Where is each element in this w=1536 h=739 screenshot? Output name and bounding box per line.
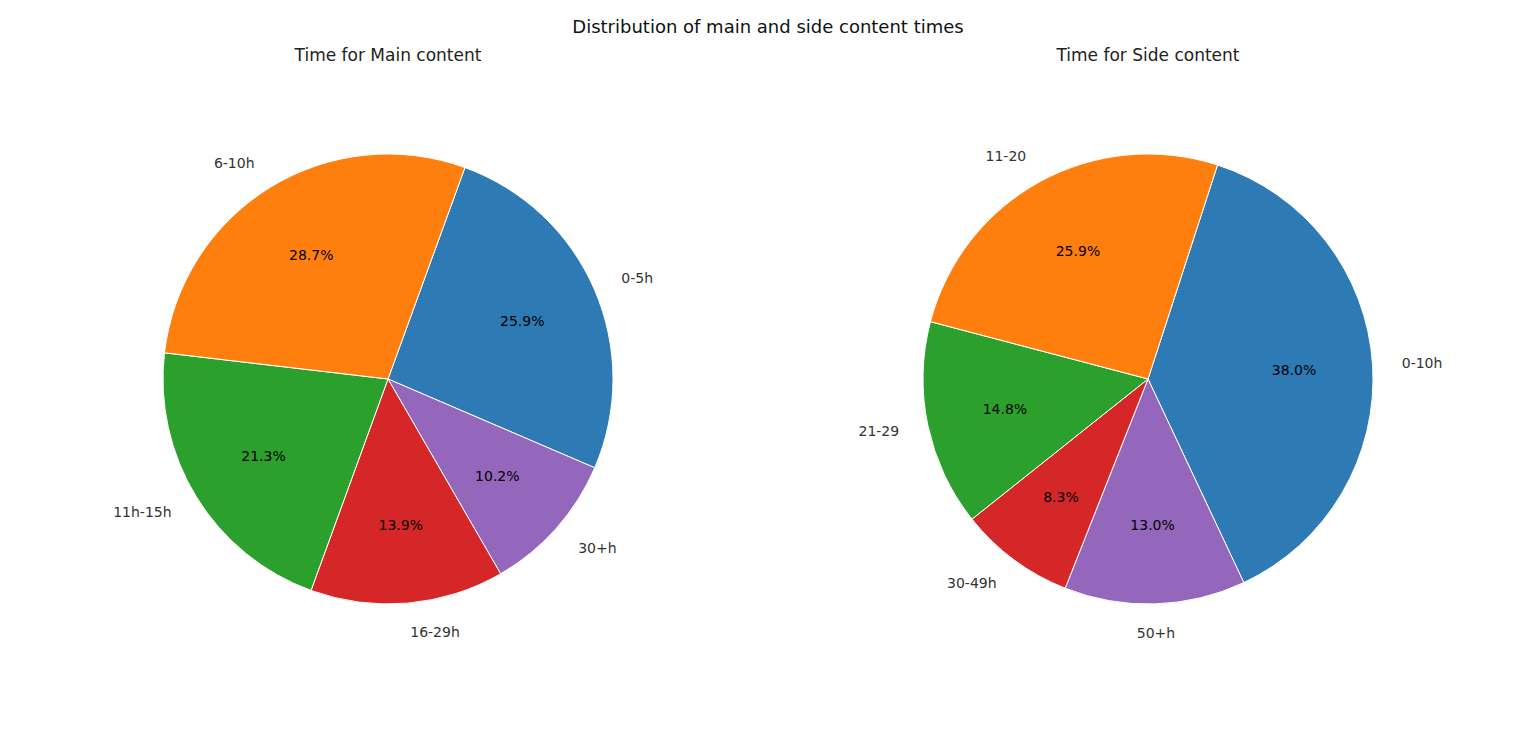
svg-text:16-29h: 16-29h xyxy=(410,624,460,640)
svg-text:13.9%: 13.9% xyxy=(379,517,423,533)
svg-text:10.2%: 10.2% xyxy=(475,468,519,484)
svg-text:30+h: 30+h xyxy=(578,540,616,556)
svg-text:38.0%: 38.0% xyxy=(1272,362,1316,378)
html-text:Distribution of main and side: Distribution of main and side content ti… xyxy=(572,16,964,37)
html-text:Time for Side content: Time for Side content xyxy=(1056,45,1240,65)
svg-text:30-49h: 30-49h xyxy=(947,575,997,591)
svg-text:28.7%: 28.7% xyxy=(289,247,333,263)
svg-text:25.9%: 25.9% xyxy=(1056,243,1100,259)
svg-text:25.9%: 25.9% xyxy=(500,313,544,329)
html-text:Time for Main content: Time for Main content xyxy=(294,45,482,65)
svg-text:8.3%: 8.3% xyxy=(1043,489,1079,505)
svg-text:21-29: 21-29 xyxy=(859,423,900,439)
svg-text:6-10h: 6-10h xyxy=(214,155,255,171)
svg-text:13.0%: 13.0% xyxy=(1130,517,1174,533)
svg-text:11h-15h: 11h-15h xyxy=(113,504,171,520)
svg-text:0-10h: 0-10h xyxy=(1402,355,1443,371)
svg-text:0-5h: 0-5h xyxy=(621,270,653,286)
svg-text:14.8%: 14.8% xyxy=(983,401,1027,417)
svg-text:21.3%: 21.3% xyxy=(241,448,285,464)
svg-text:50+h: 50+h xyxy=(1137,625,1175,641)
svg-text:11-20: 11-20 xyxy=(986,148,1027,164)
